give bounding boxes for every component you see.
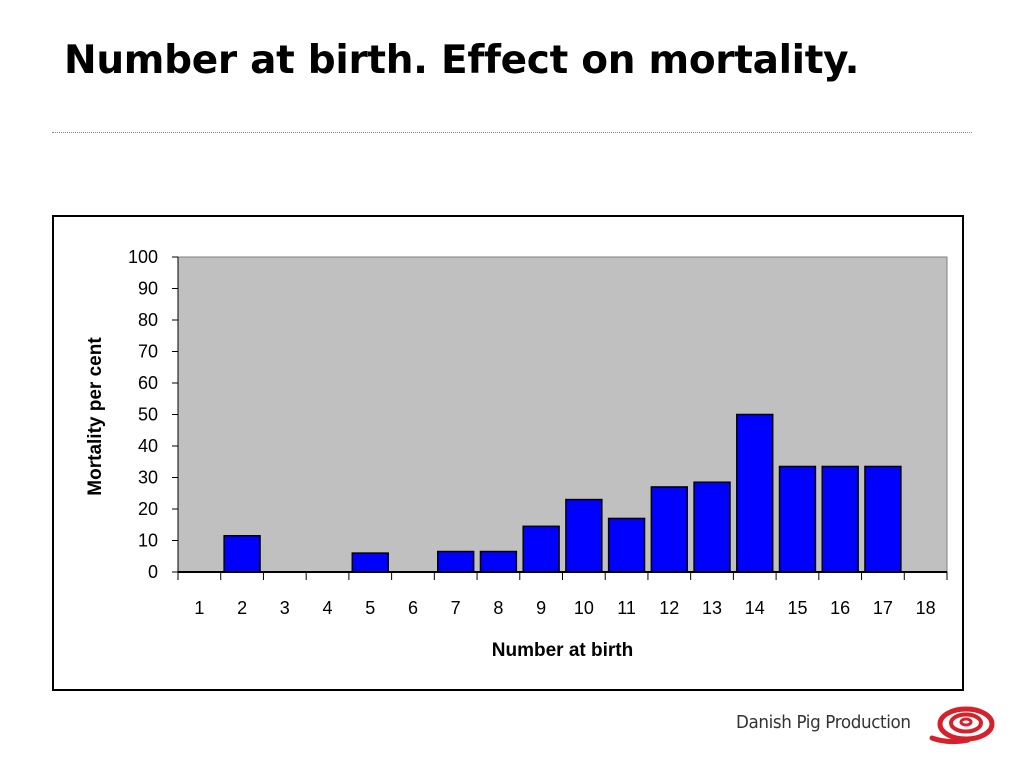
spiral-logo-icon [929,706,995,745]
bar-17 [864,465,902,573]
y-tick-label: 40 [138,436,158,456]
x-tick-label: 5 [365,598,375,618]
x-tick-label: 10 [574,598,594,618]
y-tick-label: 20 [138,499,158,519]
plot-area [177,256,948,573]
brand-name: Danish Pig Production [736,712,911,733]
y-tick-label: 60 [138,373,158,393]
x-tick-label: 11 [617,598,636,618]
bar-11 [607,517,646,573]
bar-13 [693,481,731,573]
x-tick-label: 14 [745,598,765,618]
x-tick-label: 6 [408,598,418,618]
y-tick-label: 10 [138,531,158,551]
y-tick-label: 90 [138,279,158,299]
slide-title: Number at birth. Effect on mortality. [64,38,860,83]
x-tick-label: 2 [237,598,247,618]
x-tick-label: 1 [194,598,204,618]
x-tick-label: 17 [873,598,893,618]
x-tick-label: 18 [916,598,936,618]
x-tick-label: 8 [493,598,503,618]
bar-10 [565,498,603,573]
y-tick-label: 80 [138,310,158,330]
x-tick-label: 7 [451,598,461,618]
y-tick-label: 100 [128,247,158,267]
chart-frame: 0 10 20 30 40 50 60 70 80 90 100 1 2 3 4 5 6 7 8 9 10 11 12 13… [52,215,964,691]
x-tick-label: 3 [280,598,290,618]
y-tick-label: 70 [138,342,158,362]
y-tick-label: 50 [138,405,158,425]
y-tick-label: 30 [138,468,158,488]
x-axis-title: Number at birth [492,640,633,661]
bar-12 [650,486,688,573]
bar-14 [736,413,774,573]
x-tick-label: 9 [536,598,546,618]
x-tick-label: 12 [659,598,679,618]
x-tick-label: 4 [323,598,333,618]
x-tick-label: 15 [787,598,807,618]
bar-8 [479,550,518,573]
bar-7 [437,550,475,573]
bar-5 [351,552,389,573]
x-tick-label: 13 [702,598,722,618]
y-tick-label: 0 [148,562,158,582]
x-tick-label: 16 [830,598,850,618]
bar-9 [522,525,560,573]
title-divider [52,132,972,133]
brand-logo: Danish Pig Production [736,700,1004,748]
bar-16 [821,465,859,573]
bar-2 [223,535,261,573]
y-axis-title: Mortality per cent [85,337,106,496]
bar-15 [778,465,817,573]
